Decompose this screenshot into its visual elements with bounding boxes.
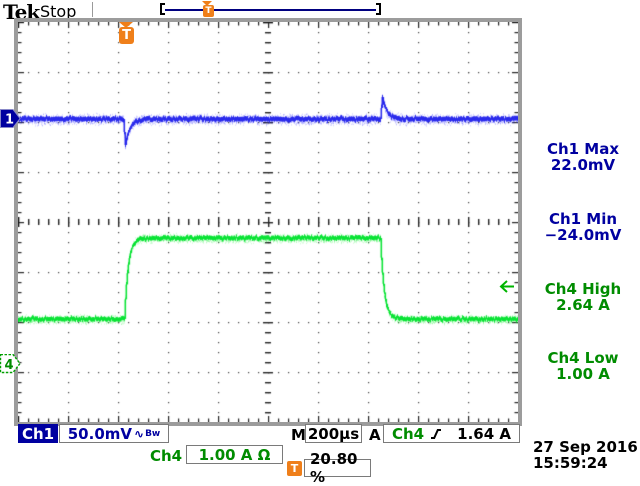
measurement-ch4-high: Ch4 High 2.64 A <box>518 281 640 313</box>
record-view-bracket-left <box>160 3 165 15</box>
svg-text:4: 4 <box>5 358 14 373</box>
svg-text:1: 1 <box>5 113 14 128</box>
timebase-label: M <box>291 426 306 444</box>
record-view-bracket-right <box>376 3 381 15</box>
measurement-value: −24.0mV <box>544 226 622 244</box>
ac-coupling-icon: ∿ <box>134 426 145 441</box>
waveform-display <box>18 22 518 422</box>
measurement-value: 2.64 A <box>556 296 610 314</box>
measurement-label: Ch1 Min <box>548 210 618 228</box>
ch4-label: Ch4 <box>150 447 183 465</box>
trigger-position-t-icon: T <box>119 27 134 44</box>
trigger-readout: Ch4 1.64 A <box>383 424 520 443</box>
trigger-pos-t-icon: T <box>287 461 302 476</box>
trigger-level-value: 1.64 A <box>457 424 511 443</box>
measurement-label: Ch1 Max <box>546 140 620 158</box>
measurement-ch4-low: Ch4 Low 1.00 A <box>518 350 640 382</box>
record-view-line <box>165 9 376 11</box>
ch4-scale-readout: 1.00 A Ω <box>186 445 283 464</box>
record-trigger-arrow-icon <box>202 1 212 6</box>
measurement-value: 22.0mV <box>550 156 616 174</box>
datetime-display: 27 Sep 2016 15:59:24 <box>533 439 638 471</box>
graticule-frame <box>14 18 522 426</box>
trigger-position-arrow-icon <box>119 22 133 28</box>
measurement-label: Ch4 Low <box>547 349 619 367</box>
trigger-source: Ch4 <box>392 424 425 443</box>
trigger-mode-label: A <box>369 426 381 444</box>
measurement-ch1-max: Ch1 Max 22.0mV <box>518 141 640 173</box>
ch1-position-marker: 1 <box>0 109 21 128</box>
bandwidth-limit-icon: Bw <box>145 428 161 439</box>
ch1-scale-value: 50.0mV <box>67 424 132 443</box>
acquisition-status: Stop <box>40 2 77 21</box>
measurement-ch1-min: Ch1 Min −24.0mV <box>518 211 640 243</box>
ch1-badge: Ch1 <box>18 424 58 443</box>
rising-edge-slope-icon <box>431 428 442 439</box>
timebase-readout: 200µs <box>305 424 362 443</box>
measurement-value: 1.00 A <box>556 365 610 383</box>
time-display: 15:59:24 <box>533 454 608 472</box>
ch4-position-marker: 4 <box>0 354 21 374</box>
trigger-level-arrow-icon <box>499 280 514 293</box>
date-display: 27 Sep 2016 <box>533 438 638 456</box>
ch1-scale-readout: 50.0mV ∿ Bw <box>59 424 169 443</box>
header-divider <box>92 2 93 17</box>
measurement-label: Ch4 High <box>544 280 622 298</box>
record-trigger-t-icon: T <box>203 5 214 17</box>
trigger-position-readout: 20.80 % <box>304 450 371 486</box>
